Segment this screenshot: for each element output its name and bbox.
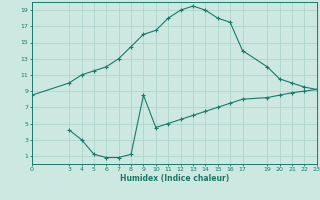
X-axis label: Humidex (Indice chaleur): Humidex (Indice chaleur): [120, 174, 229, 183]
